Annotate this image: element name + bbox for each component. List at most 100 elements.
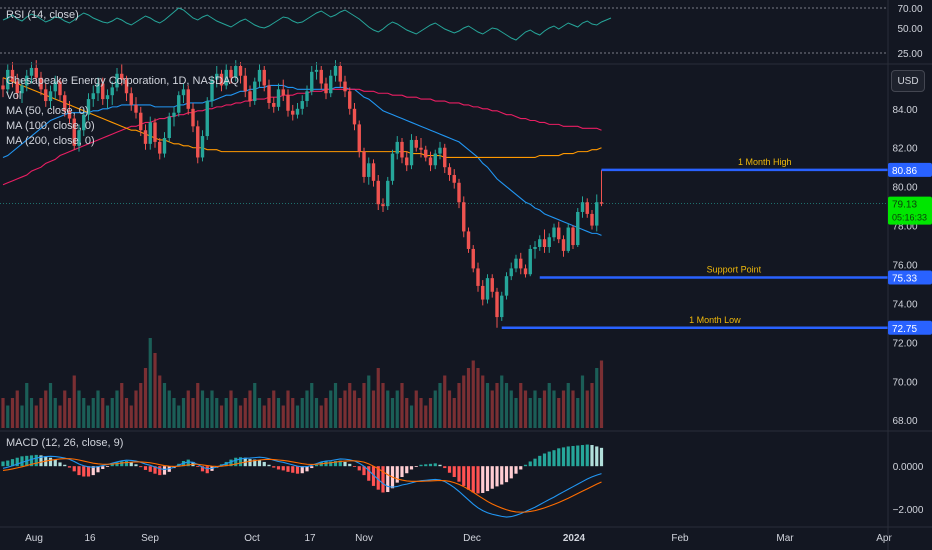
- macd-histogram-bar: [457, 466, 461, 482]
- symbol-title: Chesapeake Energy Corporation, 1D, NASDA…: [6, 75, 239, 87]
- volume-bar: [253, 383, 257, 428]
- volume-bar: [500, 375, 504, 428]
- macd-histogram-bar: [424, 464, 428, 467]
- candle-body: [25, 75, 29, 86]
- macd-histogram-bar: [286, 466, 290, 472]
- volume-bar: [29, 398, 34, 428]
- macd-histogram-bar: [148, 466, 152, 472]
- macd-histogram-bar: [495, 466, 499, 487]
- ma200-line: [2, 77, 602, 159]
- volume-bar: [191, 398, 195, 428]
- candle-body: [476, 268, 480, 286]
- candle-body: [267, 85, 271, 103]
- currency-button[interactable]: USD: [891, 70, 925, 92]
- macd-histogram-bar: [229, 459, 233, 467]
- macd-histogram-bar: [357, 466, 361, 471]
- volume-bar: [215, 398, 219, 428]
- time-tick-label: Aug: [25, 533, 43, 544]
- price-tick-label: 80.00: [892, 183, 917, 194]
- macd-histogram-bar: [561, 447, 566, 467]
- volume-bar: [414, 390, 418, 428]
- candle-body: [53, 81, 57, 92]
- volume-bar: [443, 375, 447, 428]
- macd-histogram-bar: [595, 446, 599, 467]
- rsi-tick-label: 50.00: [897, 24, 922, 35]
- candle-body: [253, 81, 257, 102]
- volume-bar: [352, 390, 357, 428]
- volume-bar: [15, 390, 19, 428]
- volume-bar: [77, 390, 81, 428]
- volume-bar: [44, 390, 48, 428]
- volume-bar: [547, 383, 551, 428]
- ma100-line: [2, 88, 602, 186]
- price-tag-label: 79.13: [892, 200, 917, 211]
- volume-bar: [205, 398, 209, 428]
- price-tag: [888, 162, 932, 177]
- macd-histogram-bar: [34, 454, 38, 467]
- candle-body: [257, 69, 262, 82]
- volume-bar: [67, 398, 72, 428]
- macd-histogram-bar: [86, 466, 91, 477]
- volume-bar: [343, 390, 347, 428]
- macd-histogram-bar: [153, 466, 157, 474]
- macd-histogram-bar: [405, 466, 409, 474]
- macd-histogram-bar: [400, 466, 404, 477]
- volume-bar: [409, 405, 414, 428]
- candle-body: [229, 69, 233, 78]
- price-legend: Chesapeake Energy Corporation, 1D, NASDA…: [6, 74, 239, 149]
- macd-histogram-bar: [48, 457, 53, 467]
- macd-histogram-bar: [386, 466, 390, 493]
- macd-histogram-bar: [200, 466, 205, 472]
- volume-bar: [495, 383, 499, 428]
- candle-body: [338, 66, 342, 82]
- candle-body: [333, 66, 338, 76]
- macd-histogram-bar: [63, 464, 67, 467]
- candle-body: [462, 202, 466, 232]
- volume-bar: [162, 383, 167, 428]
- volume-legend[interactable]: Vol: [6, 90, 22, 102]
- ma50-legend[interactable]: MA (50, close, 0): [6, 105, 89, 117]
- macd-histogram-bar: [20, 456, 24, 467]
- time-tick-label: Nov: [355, 533, 373, 544]
- macd-histogram-bar: [533, 458, 537, 467]
- volume-bar: [466, 368, 471, 428]
- ma100-legend[interactable]: MA (100, close, 0): [6, 120, 95, 132]
- candle-body: [276, 89, 281, 107]
- macd-histogram-bar: [291, 466, 295, 473]
- candle-body: [219, 73, 224, 86]
- macd-histogram-bar: [276, 466, 281, 470]
- candle-body: [39, 77, 43, 90]
- candle-body: [158, 141, 162, 154]
- macd-histogram-bar: [58, 462, 62, 467]
- candle-body: [500, 295, 504, 318]
- candle-body: [514, 258, 518, 269]
- candle-body: [481, 285, 485, 300]
- candle-body: [357, 124, 361, 152]
- volume-bar: [295, 405, 300, 428]
- macd-histogram-bar: [438, 464, 442, 467]
- candle-body: [504, 276, 509, 296]
- candle-body: [495, 291, 499, 318]
- candle-body: [547, 237, 551, 247]
- candle-body: [167, 116, 171, 139]
- candle-body: [599, 202, 604, 204]
- macd-histogram-bar: [253, 459, 257, 467]
- candle-body: [471, 248, 475, 269]
- candle-body: [362, 151, 366, 177]
- candle-body: [101, 83, 105, 100]
- volume-bar: [552, 390, 556, 428]
- volume-bar: [229, 390, 233, 428]
- macd-histogram-bar: [509, 466, 513, 479]
- candle-body: [571, 227, 575, 246]
- level-label: 1 Month Low: [689, 315, 741, 325]
- ma200-legend[interactable]: MA (200, close, 0): [6, 135, 95, 147]
- macd-histogram-bar: [281, 466, 285, 471]
- candle-body: [343, 81, 347, 92]
- macd-histogram-bar: [82, 466, 86, 477]
- candle-body: [63, 95, 67, 111]
- volume-bar: [400, 383, 404, 428]
- candle-body: [310, 71, 314, 92]
- candle-body: [519, 258, 523, 269]
